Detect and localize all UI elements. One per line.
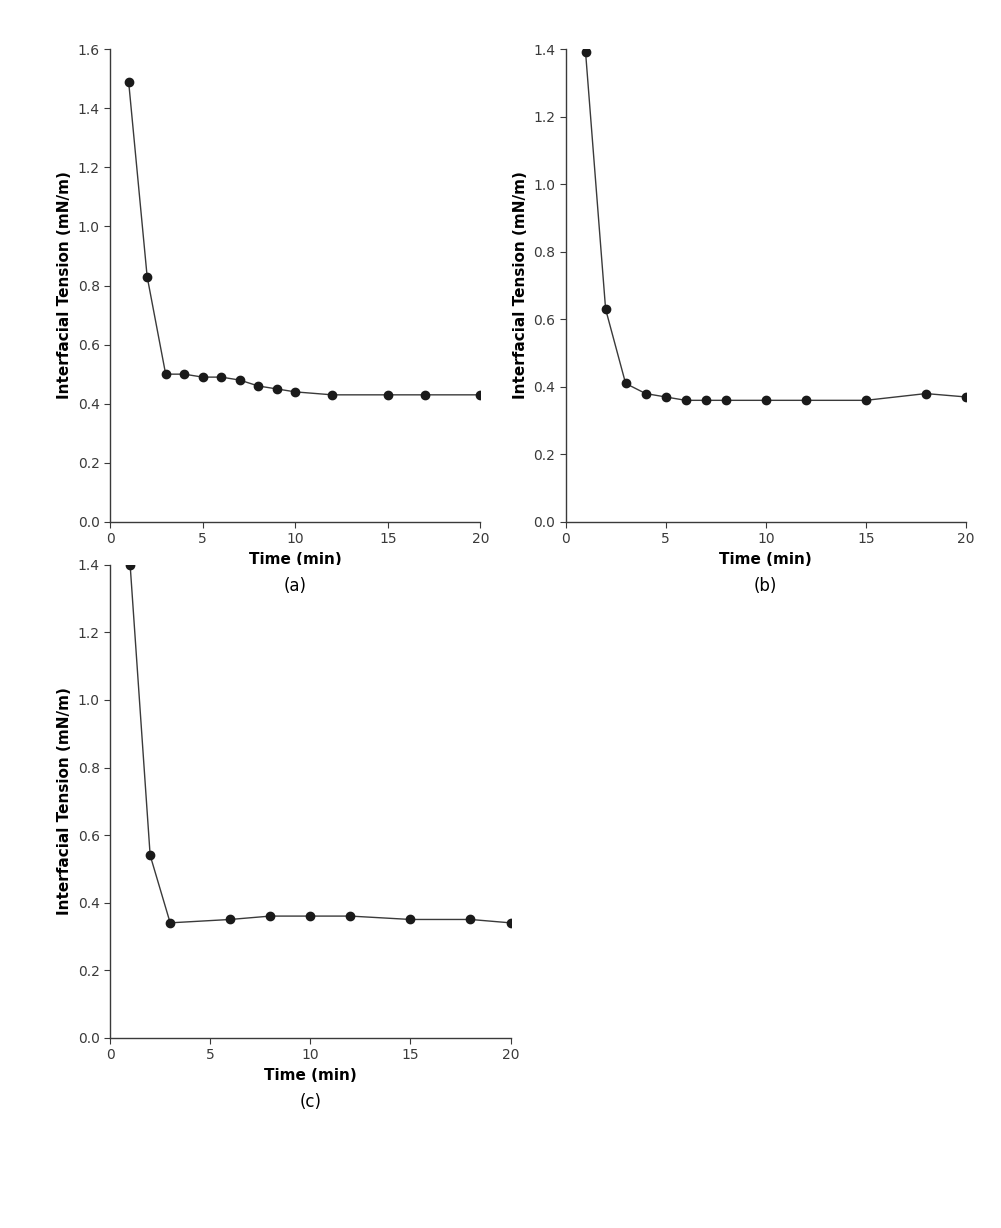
X-axis label: Time (min): Time (min) (264, 1067, 356, 1083)
Y-axis label: Interfacial Tension (mN/m): Interfacial Tension (mN/m) (513, 172, 528, 399)
X-axis label: Time (min): Time (min) (720, 551, 812, 567)
X-axis label: Time (min): Time (min) (249, 551, 341, 567)
Y-axis label: Interfacial Tension (mN/m): Interfacial Tension (mN/m) (57, 172, 72, 399)
Y-axis label: Interfacial Tension (mN/m): Interfacial Tension (mN/m) (57, 688, 72, 915)
Text: (c): (c) (299, 1093, 321, 1111)
Text: (a): (a) (284, 577, 306, 596)
Text: (b): (b) (754, 577, 778, 596)
